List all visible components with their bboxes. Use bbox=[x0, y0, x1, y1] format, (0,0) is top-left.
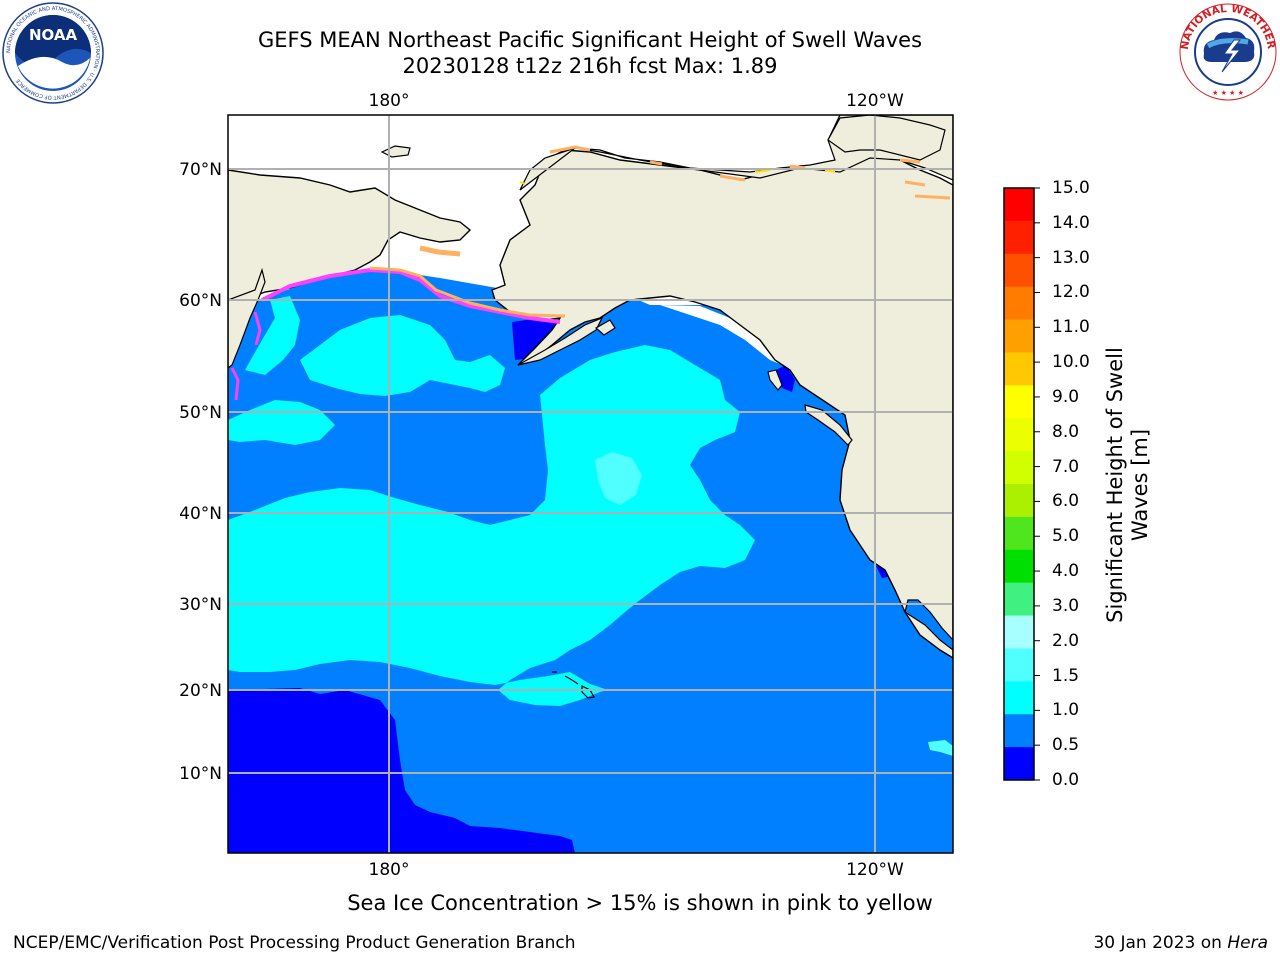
colorbar-tick-label: 8.0 bbox=[1052, 421, 1080, 442]
footer-producer: NCEP/EMC/Verification Post Processing Pr… bbox=[13, 933, 576, 953]
bottom-lon-label-120w: 120°W bbox=[846, 860, 904, 880]
colorbar-swatch bbox=[1004, 418, 1034, 452]
colorbar-label: Significant Height of Swell Waves [m] bbox=[1103, 347, 1152, 623]
colorbar-swatch bbox=[1004, 549, 1034, 584]
colorbar-tick-label: 14.0 bbox=[1052, 212, 1090, 233]
colorbar-swatch bbox=[1004, 451, 1034, 485]
graticule bbox=[228, 115, 953, 853]
colorbar-swatch bbox=[1004, 484, 1034, 518]
map-field bbox=[228, 115, 953, 853]
colorbar-swatch bbox=[1004, 385, 1034, 419]
sea-ice-caption: Sea Ice Concentration > 15% is shown in … bbox=[347, 891, 933, 915]
land-kodiak bbox=[594, 319, 616, 336]
colorbar-frame bbox=[1003, 187, 1035, 781]
sea-ice-arctic-coast bbox=[549, 145, 951, 200]
ocean-swell-0.0-0.5-southwest bbox=[228, 688, 575, 853]
chart-subtitle: 20230128 t12z 216h fcst Max: 1.89 bbox=[402, 54, 778, 78]
ocean-swell-1.0-1.5-north bbox=[300, 315, 505, 396]
chart-title: GEFS MEAN Northeast Pacific Significant … bbox=[257, 28, 923, 52]
colorbar-tick-label: 2.0 bbox=[1052, 630, 1080, 651]
colorbar-swatch bbox=[1004, 516, 1034, 551]
nws-logo: NATIONAL WEATHER SERVICE ★ ★ ★ ★ bbox=[1174, 0, 1278, 106]
lat-label-30n: 30°N bbox=[179, 595, 222, 615]
colorbar-tick-label: 0.0 bbox=[1052, 770, 1080, 790]
colorbar-swatch bbox=[1004, 747, 1034, 781]
sea-ice-norton bbox=[419, 245, 461, 257]
colorbar-tick-label: 6.0 bbox=[1052, 491, 1080, 512]
colorbar-tick-label: 4.0 bbox=[1052, 561, 1080, 582]
colorbar-tick-label: 3.0 bbox=[1052, 595, 1080, 616]
lat-label-10n: 10°N bbox=[179, 764, 222, 784]
colorbar-swatch bbox=[1004, 352, 1034, 386]
svg-text:★ ★ ★ ★: ★ ★ ★ ★ bbox=[1212, 89, 1244, 97]
colorbar-tick-label: 15.0 bbox=[1052, 178, 1090, 198]
lat-label-70n: 70°N bbox=[179, 160, 222, 180]
colorbar-tick-label: 13.0 bbox=[1052, 247, 1090, 268]
colorbar-tick-label: 5.0 bbox=[1052, 526, 1080, 547]
land-alaska-peninsula bbox=[517, 316, 604, 366]
colorbar-tick-label: 10.0 bbox=[1052, 352, 1090, 373]
bottom-lon-label-180: 180° bbox=[369, 860, 410, 880]
noaa-logo-text: NOAA bbox=[29, 26, 78, 44]
colorbar-swatch bbox=[1004, 615, 1034, 649]
lat-label-20n: 20°N bbox=[179, 681, 222, 701]
colorbar-swatch bbox=[1004, 319, 1034, 353]
colorbar-swatch bbox=[1004, 714, 1034, 748]
land-vancouver-island bbox=[804, 404, 853, 446]
colorbar-swatch bbox=[1004, 188, 1034, 222]
colorbar-tick-label: 1.5 bbox=[1052, 665, 1080, 686]
land-kamchatka bbox=[228, 267, 266, 369]
sea-ice-bering-pink bbox=[261, 267, 561, 324]
colorbar-swatch bbox=[1004, 286, 1034, 321]
land-haida-gwaii bbox=[767, 369, 783, 391]
colorbar-swatch bbox=[1004, 220, 1034, 255]
land-baja bbox=[904, 599, 953, 651]
ocean-swell-0.0-0.5-coastal bbox=[776, 365, 795, 392]
footer-date: 30 Jan 2023 on Hera bbox=[1093, 933, 1268, 953]
land-arctic-islands bbox=[827, 115, 946, 161]
colorbar-tick-label: 12.0 bbox=[1052, 282, 1090, 303]
ocean-swell-1.5-2.0-patch-2 bbox=[928, 740, 953, 756]
colorbar-swatch bbox=[1004, 681, 1034, 715]
colorbar-tick-label: 1.0 bbox=[1052, 700, 1080, 721]
colorbar-swatch bbox=[1004, 582, 1034, 617]
colorbar-swatch bbox=[1004, 648, 1034, 682]
top-lon-label-120w: 120°W bbox=[846, 91, 904, 111]
lat-label-50n: 50°N bbox=[179, 403, 222, 423]
lat-label-40n: 40°N bbox=[179, 504, 222, 524]
ocean-swell-1.0-1.5-western-cap bbox=[245, 296, 300, 375]
footer-machine: Hera bbox=[1227, 933, 1268, 953]
ocean-swell-1.5-2.0-patch bbox=[595, 452, 642, 505]
colorbar bbox=[1003, 187, 1040, 781]
top-lon-label-180: 180° bbox=[369, 91, 410, 111]
noaa-logo: NOAA NATIONAL OCEANIC AND ATMOSPHERIC AD… bbox=[2, 2, 104, 108]
colorbar-tick-label: 9.0 bbox=[1052, 386, 1080, 407]
colorbar-tick-label: 7.0 bbox=[1052, 456, 1080, 477]
sea-ice-bering-orange bbox=[369, 266, 566, 318]
ocean-swell-1.0-1.5-central bbox=[228, 345, 755, 706]
colorbar-tick-label: 0.5 bbox=[1052, 735, 1080, 756]
lat-label-60n: 60°N bbox=[179, 291, 222, 311]
sea-ice-kamchatka-pink bbox=[230, 311, 262, 401]
map-frame bbox=[227, 114, 954, 854]
colorbar-swatch bbox=[1004, 253, 1034, 288]
sea-ice-arctic-yellow bbox=[519, 169, 836, 185]
colorbar-tick-label: 11.0 bbox=[1052, 317, 1090, 338]
